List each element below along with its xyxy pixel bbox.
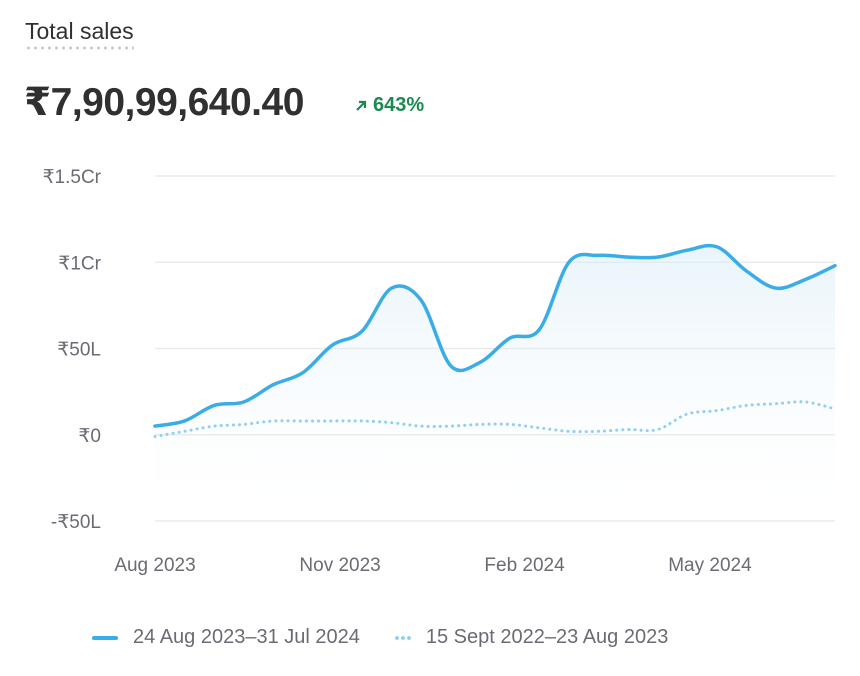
chart-title[interactable]: Total sales: [25, 18, 134, 50]
series-current-line: [153, 243, 837, 428]
sales-line-chart: ₹1.5Cr ₹1Cr ₹50L ₹0 -₹50L Aug 2023 Nov 2023 Fe…: [42, 167, 837, 576]
chart-legend: 24 Aug 2023–31 Jul 2024 15 Sept 2022–23 …: [92, 626, 702, 649]
x-tick-label: Nov 2023: [299, 555, 380, 576]
legend-label: 15 Sept 2022–23 Aug 2023: [425, 626, 669, 648]
x-tick-label: Aug 2023: [114, 555, 195, 576]
solid-line-swatch-icon: [92, 635, 118, 640]
percent-change-label: 643%: [373, 94, 425, 116]
x-tick-label: Feb 2024: [484, 555, 565, 576]
area-fill: [155, 245, 835, 501]
dotted-line-swatch-icon: [393, 635, 412, 640]
y-tick-label: ₹1Cr: [58, 253, 101, 274]
legend-label: 24 Aug 2023–31 Jul 2024: [133, 626, 360, 648]
legend-item-previous[interactable]: 15 Sept 2022–23 Aug 2023: [393, 626, 669, 649]
y-tick-label: -₹50L: [51, 512, 101, 533]
y-tick-label: ₹50L: [57, 340, 101, 361]
arrow-up-right-icon: [356, 100, 367, 111]
y-tick-label: ₹1.5Cr: [42, 167, 101, 188]
series-previous-line: [153, 400, 837, 438]
x-tick-label: May 2024: [668, 555, 752, 576]
y-tick-label: ₹0: [78, 426, 101, 447]
total-sales-value: ₹7,90,99,640.40: [24, 81, 304, 124]
legend-item-current[interactable]: 24 Aug 2023–31 Jul 2024: [92, 626, 360, 649]
percent-change: 643%: [355, 94, 424, 117]
